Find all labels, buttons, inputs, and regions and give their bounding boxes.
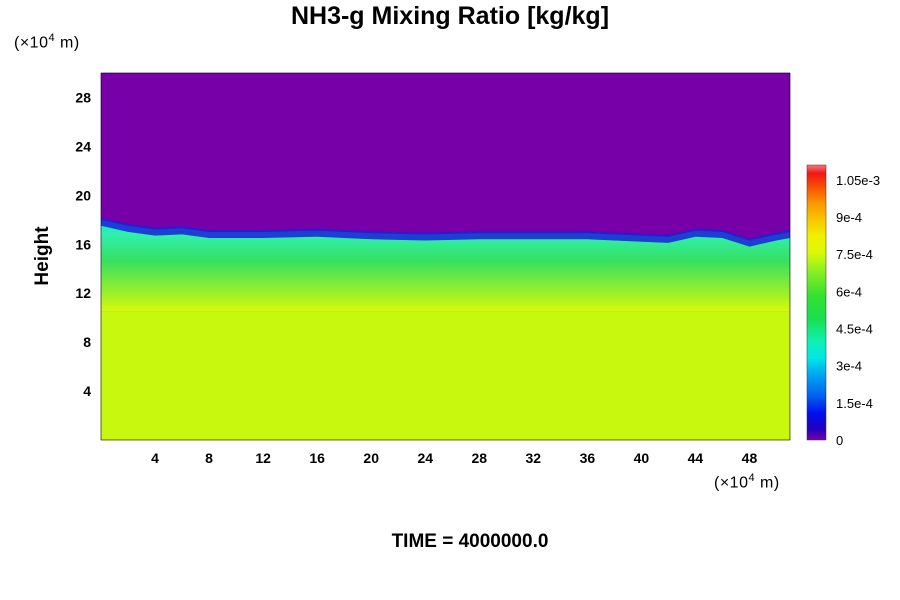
x-tick-label: 40 [634,450,650,466]
x-tick-label: 24 [417,450,433,466]
y-tick-label: 4 [83,383,91,399]
x-tick-label: 4 [151,450,159,466]
lower-region [101,311,790,440]
y-tick-label: 12 [75,285,91,301]
colorbar-tick-label: 0 [836,433,843,448]
x-tick-label: 44 [688,450,704,466]
y-axis-unit: (×104 m) [14,32,80,52]
x-tick-label: 48 [742,450,758,466]
y-tick-label: 20 [75,187,91,203]
x-tick-label: 12 [255,450,271,466]
time-label: TIME = 4000000.0 [391,531,549,552]
colorbar-tick-label: 4.5e-4 [836,322,873,337]
tropopause-band [101,217,790,247]
colorbar-tick-label: 1.5e-4 [836,396,873,411]
y-tick-label: 8 [83,334,91,350]
colorbar-tick-label: 6e-4 [836,284,862,299]
x-tick-label: 32 [526,450,542,466]
colorbar-tick-label: 1.05e-3 [836,173,880,188]
x-tick-label: 28 [471,450,487,466]
y-tick-label: 16 [75,236,91,252]
plot-frame [100,72,791,441]
y-tick-label: 28 [75,89,91,105]
colorbar-tick-label: 3e-4 [836,359,862,374]
x-tick-label: 16 [309,450,325,466]
x-tick-label: 8 [205,450,213,466]
y-tick-label: 24 [75,138,91,154]
x-tick-label: 20 [363,450,379,466]
x-axis-unit: (×104 m) [714,472,780,492]
colorbar-tick-label: 7.5e-4 [836,247,873,262]
colorbar-bar [806,164,827,441]
x-tick-label: 36 [580,450,596,466]
colorbar-tick-label: 9e-4 [836,210,862,225]
mixed-layer-region [101,219,790,312]
chart-title: NH3-g Mixing Ratio [kg/kg] [290,2,610,30]
